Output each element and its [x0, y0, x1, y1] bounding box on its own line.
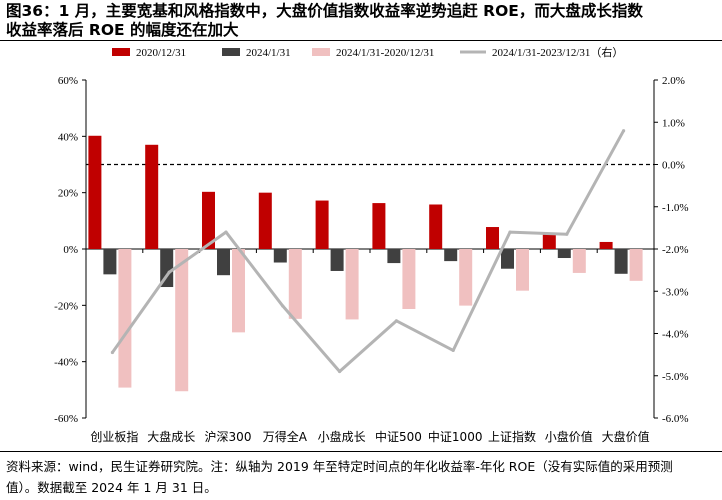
- right-tick-label: 1.0%: [662, 117, 685, 129]
- bar-1: [486, 227, 499, 249]
- left-tick-label: 60%: [58, 75, 78, 87]
- bar-3: [118, 249, 132, 388]
- bar-1: [599, 241, 613, 249]
- bar-2: [501, 249, 514, 269]
- chart-title: 图36：1 月，主要宽基和风格指数中，大盘价值指数收益率逆势追赶 ROE，而大盘…: [6, 2, 643, 39]
- legend-label: 2020/12/31: [136, 47, 186, 59]
- x-tick-label: 万得全A: [263, 429, 308, 444]
- bar-2: [160, 249, 174, 288]
- right-tick-label: 2.0%: [662, 75, 685, 87]
- line-point: [224, 230, 228, 234]
- legend-label: 2024/1/31-2020/12/31: [336, 47, 434, 59]
- bar-3: [288, 249, 302, 319]
- x-tick-label: 大盘价值: [602, 429, 650, 444]
- x-tick-label: 大盘成长: [147, 429, 195, 444]
- legend-label: 2024/1/31: [246, 47, 291, 59]
- right-tick-label: -4.0%: [662, 329, 689, 341]
- bar-3: [629, 249, 643, 281]
- footer-divider: [0, 451, 722, 452]
- title-divider: [0, 40, 722, 41]
- line-point: [338, 369, 342, 374]
- left-tick-label: -20%: [54, 300, 78, 312]
- bar-3: [572, 249, 586, 273]
- bar-2: [273, 249, 287, 263]
- x-tick-label: 创业板指: [90, 429, 138, 444]
- bar-3: [402, 249, 416, 309]
- bar-2: [330, 249, 344, 271]
- x-tick-label: 小盘价值: [545, 429, 593, 444]
- bar-3: [232, 249, 245, 333]
- bar-1: [145, 144, 159, 249]
- line-point: [508, 230, 512, 234]
- bar-1: [88, 135, 102, 249]
- line-point: [281, 304, 285, 308]
- right-tick-label: 0.0%: [662, 160, 685, 172]
- legend-label: 2024/1/31-2023/12/31（右）: [492, 45, 623, 59]
- bar-3: [345, 249, 359, 320]
- line-point: [565, 232, 569, 236]
- bar-2: [387, 249, 401, 264]
- line-point: [451, 348, 455, 352]
- line-point: [167, 270, 171, 274]
- left-tick-label: 20%: [58, 188, 78, 200]
- x-tick-label: 中证1000: [428, 429, 483, 444]
- left-tick-label: -60%: [54, 413, 78, 425]
- right-tick-label: -6.0%: [662, 413, 689, 425]
- line-point: [622, 129, 626, 133]
- left-tick-label: 0%: [63, 244, 78, 256]
- bar-2: [557, 249, 571, 259]
- bar-3: [459, 249, 473, 306]
- bar-1: [202, 191, 215, 249]
- line-point: [394, 319, 398, 323]
- bar-3: [175, 249, 189, 392]
- bar-2: [614, 249, 628, 274]
- right-tick-label: -5.0%: [662, 371, 689, 383]
- left-tick-label: 40%: [58, 131, 78, 143]
- bar-2: [444, 249, 458, 262]
- left-tick-label: -40%: [54, 357, 78, 369]
- x-tick-label: 中证500: [375, 429, 422, 444]
- bar-1: [258, 192, 272, 249]
- x-tick-label: 上证指数: [488, 429, 536, 444]
- right-tick-label: -2.0%: [662, 244, 689, 256]
- right-tick-label: -1.0%: [662, 202, 689, 214]
- legend-swatch: [222, 48, 240, 56]
- bar-1: [542, 234, 556, 249]
- bar-3: [516, 249, 529, 291]
- x-tick-label: 沪深300: [205, 430, 252, 444]
- bar-2: [217, 249, 230, 276]
- bar-1: [372, 203, 386, 249]
- x-tick-label: 小盘成长: [318, 429, 366, 444]
- line-series: [111, 129, 625, 374]
- bar-1: [315, 200, 329, 249]
- legend-swatch: [112, 48, 130, 56]
- bar-1: [429, 204, 443, 249]
- legend-swatch: [312, 48, 330, 56]
- source-note: 资料来源：wind，民生证券研究院。注：纵轴为 2019 年至特定时间点的年化收…: [6, 459, 673, 495]
- line-point: [110, 350, 114, 355]
- bar-2: [103, 249, 117, 275]
- right-tick-label: -3.0%: [662, 286, 689, 298]
